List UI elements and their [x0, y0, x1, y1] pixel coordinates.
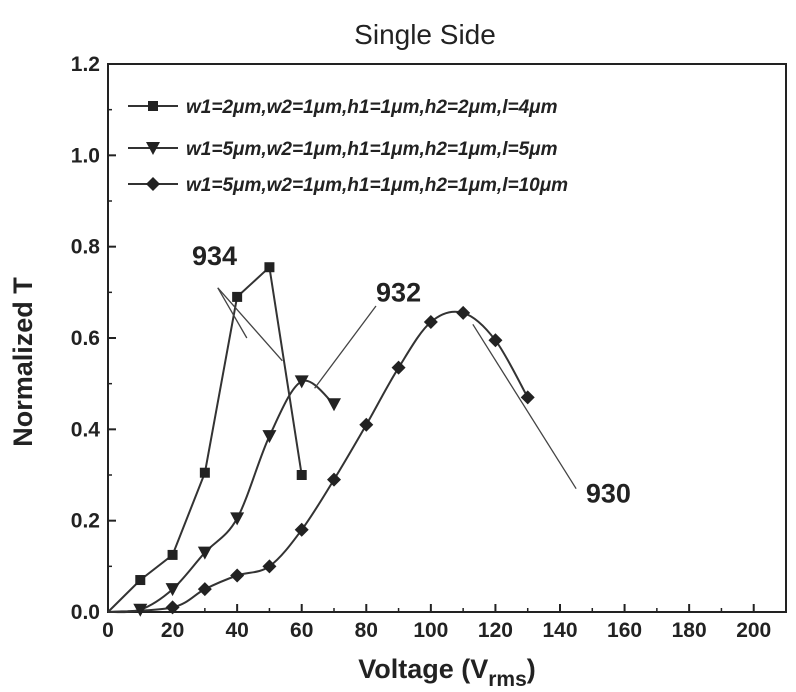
y-axis-label: Normalized T: [8, 277, 38, 447]
legend-entry-2: w1=5μm,w2=1μm,h1=1μm,h2=1μm,l=10μm: [186, 175, 568, 196]
series-1-point: [294, 375, 309, 389]
series-2-point: [262, 559, 277, 574]
annotation-label: 930: [586, 478, 631, 508]
series-curves: [107, 265, 529, 614]
series-0-point: [264, 262, 275, 273]
annotation-leader-line: [217, 287, 248, 339]
series-2-point: [230, 568, 245, 583]
x-tick-label: 60: [290, 619, 313, 642]
x-tick-label: 200: [736, 619, 771, 642]
x-axis-label-close: ): [527, 654, 536, 684]
x-axis-label-subscript: rms: [488, 668, 527, 691]
series-1-point: [197, 546, 212, 560]
x-tick-label: 180: [672, 619, 707, 642]
series-markers: [133, 262, 535, 617]
series-0-point: [135, 575, 146, 586]
legend-entry-1: w1=5μm,w2=1μm,h1=1μm,h2=1μm,l=5μm: [186, 139, 558, 160]
y-tick-label: 1.0: [71, 144, 100, 167]
x-tick-label: 20: [161, 619, 184, 642]
legend-entry-0: w1=2μm,w2=1μm,h1=1μm,h2=2μm,l=4μm: [186, 97, 558, 118]
legend-marker-2: [146, 177, 160, 191]
annotation-leader-line: [472, 323, 577, 490]
annotations: 934 932 930: [192, 241, 631, 508]
series-1-point: [230, 512, 245, 526]
x-tick-label: 0: [102, 619, 114, 642]
series-2-point: [197, 582, 212, 597]
series-1-point: [165, 583, 180, 597]
x-tick-label: 80: [355, 619, 378, 642]
x-tick-label: 100: [413, 619, 448, 642]
series-2-point: [391, 360, 406, 375]
series-2-point: [488, 333, 503, 348]
annotation-label: 932: [376, 277, 421, 307]
series-2-point: [423, 315, 438, 330]
x-tick-label: 160: [607, 619, 642, 642]
series-2-point: [165, 600, 180, 615]
series-line-2: [107, 310, 529, 613]
y-tick-label: 0.8: [71, 236, 101, 259]
y-tick-label: 0.2: [71, 510, 100, 533]
legend: w1=2μm,w2=1μm,h1=1μm,h2=2μm,l=4μm w1=5μm,…: [128, 97, 568, 196]
series-0-point: [296, 470, 307, 480]
annotation-label: 934: [192, 241, 237, 271]
annotation-leader-line: [314, 305, 377, 389]
chart-title: Single Side: [354, 19, 496, 50]
series-1-point: [327, 398, 341, 412]
x-tick-label: 120: [478, 619, 513, 642]
series-2-point: [327, 472, 341, 487]
series-0-point: [199, 467, 210, 478]
x-axis-label: Voltage (Vrms): [358, 654, 536, 691]
x-tick-label: 140: [542, 619, 577, 642]
axis-ticks: 0 20 40 60 80 100 120 140 160 180 200 0.0 0.2 0.4 0.6 0…: [71, 53, 771, 642]
series-2-point: [359, 417, 374, 432]
x-tick-label: 40: [225, 619, 248, 642]
legend-marker-0: [148, 101, 158, 111]
x-axis-label-main: Voltage (V: [358, 654, 488, 684]
series-2-point: [520, 390, 535, 405]
y-tick-label: 0.4: [71, 418, 101, 441]
legend-marker-1: [146, 142, 160, 155]
annotation-leader-line: [217, 287, 283, 362]
series-line-0: [107, 265, 303, 613]
series-0-point: [232, 291, 243, 302]
y-tick-label: 0.6: [71, 327, 100, 350]
series-2-point: [294, 522, 309, 537]
y-tick-label: 1.2: [71, 53, 100, 76]
series-2-point: [456, 305, 471, 320]
series-1-point: [262, 430, 277, 444]
y-tick-label: 0.0: [71, 601, 100, 624]
series-0-point: [167, 549, 178, 560]
series-1-point: [133, 603, 148, 617]
